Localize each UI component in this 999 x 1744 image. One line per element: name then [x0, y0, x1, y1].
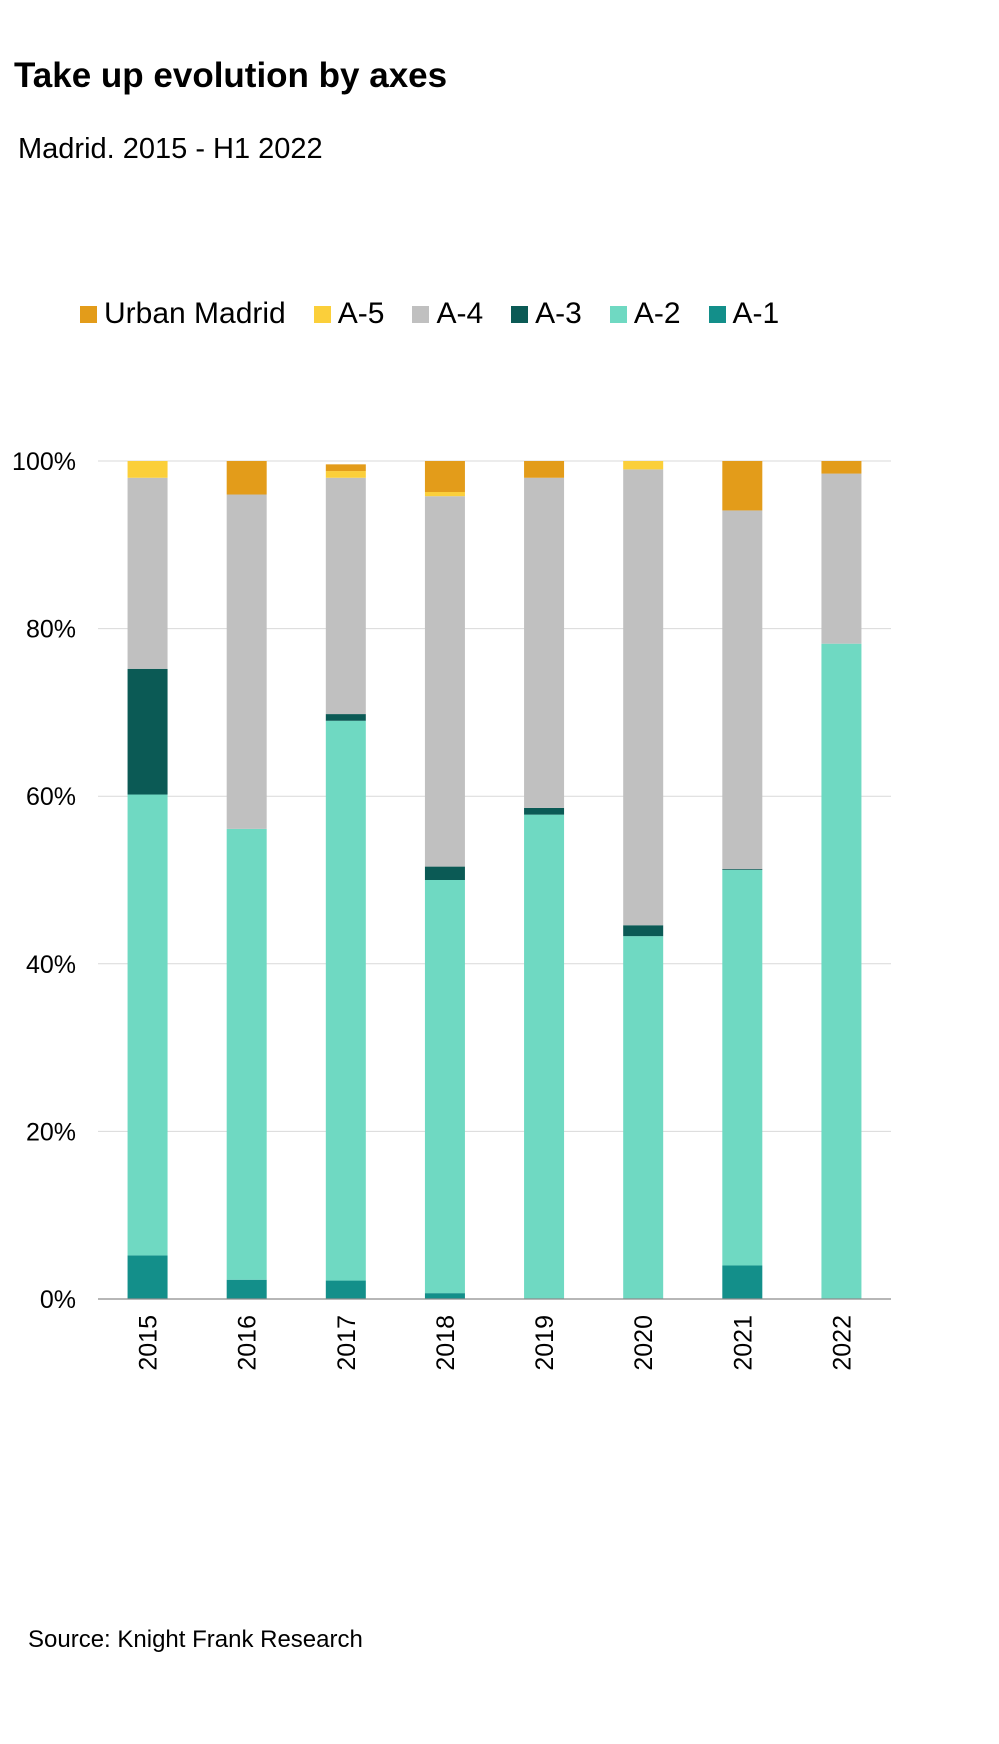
x-tick-label: 2022: [828, 1315, 856, 1371]
bar-segment-a-5: [623, 461, 664, 470]
bar-segment-a-2: [127, 794, 168, 1256]
chart-subtitle: Madrid. 2015 - H1 2022: [18, 133, 323, 165]
legend-label: A-3: [535, 297, 582, 330]
bar-segment-a-1: [226, 1279, 267, 1299]
bar-segment-a-1: [722, 1265, 763, 1299]
bar-segment-a-4: [424, 496, 465, 867]
stacked-bar-chart: 0% 20% 40% 60% 80% 100% 2015 2016 2017 2018 2019 20…: [12, 448, 891, 1371]
bar-segment-a-4: [127, 477, 168, 669]
bar-segment-a-2: [623, 936, 664, 1299]
x-tick-label: 2016: [234, 1315, 262, 1371]
x-tick-label: 2018: [432, 1315, 460, 1371]
bar-segment-urban-madrid: [424, 461, 465, 493]
bar-segment-a-4: [623, 469, 664, 926]
legend-swatch: [609, 305, 627, 323]
legend-label: A-1: [732, 297, 780, 330]
bar-segment-a-3: [127, 668, 168, 795]
bar-segment-urban-madrid: [821, 461, 862, 474]
legend-label: A-2: [633, 297, 681, 330]
bar-segment-urban-madrid: [524, 461, 565, 478]
chart-legend: Urban Madrid A-5 A-4 A-3 A-2 A-1: [80, 297, 807, 331]
bar-segment-a-2: [524, 814, 565, 1299]
legend-item-a-3: A-3: [511, 297, 582, 331]
bar-segment-a-4: [226, 494, 267, 829]
bar-segment-a-4: [722, 510, 763, 870]
legend-item-a-4: A-4: [412, 297, 483, 331]
bar-segment-a-3: [325, 714, 366, 721]
bar-segment-a-3: [524, 807, 565, 815]
legend-item-a-1: A-1: [708, 297, 780, 331]
bar-segment-a-4: [325, 477, 366, 715]
bar-segment-a-5: [127, 461, 168, 478]
bar-segment-a-1: [127, 1255, 168, 1299]
bar-segment-a-5: [325, 471, 366, 478]
legend-swatch: [313, 305, 331, 323]
y-tick-label: 20%: [26, 1118, 76, 1146]
legend-item-a-2: A-2: [609, 297, 681, 331]
bar-segment-a-3: [623, 925, 664, 937]
y-tick-label: 80%: [26, 616, 76, 644]
legend-item-a-5: A-5: [313, 297, 385, 331]
bar-segment-a-2: [325, 720, 366, 1281]
legend-swatch: [412, 305, 430, 323]
x-tick-label: 2017: [333, 1315, 361, 1371]
bar-segment-a-2: [722, 869, 763, 1266]
bar-segment-a-2: [821, 643, 862, 1299]
bar-segment-a-2: [226, 828, 267, 1280]
legend-swatch: [80, 305, 97, 323]
legend-label: Urban Madrid: [104, 297, 286, 330]
bar-segment-urban-madrid: [325, 464, 366, 472]
legend-swatch: [511, 305, 529, 323]
bar-segment-a-1: [325, 1280, 366, 1299]
y-tick-label: 60%: [26, 783, 76, 811]
y-tick-label: 40%: [26, 951, 76, 979]
chart-title: Take up evolution by axes: [14, 56, 448, 95]
legend-label: A-5: [337, 297, 385, 330]
bar-segment-a-3: [722, 869, 763, 870]
y-tick-label: 0%: [40, 1286, 76, 1314]
y-tick-label: 100%: [12, 448, 76, 476]
bar-segment-a-4: [821, 473, 862, 644]
x-tick-label: 2015: [135, 1315, 163, 1371]
legend-item-urban-madrid: Urban Madrid: [80, 297, 286, 331]
x-tick-label: 2021: [729, 1315, 757, 1371]
bar-segment-a-5: [424, 492, 465, 497]
chart-source: Source: Knight Frank Research: [28, 1626, 363, 1653]
bar-segment-urban-madrid: [722, 461, 763, 511]
bar-segment-urban-madrid: [226, 461, 267, 495]
legend-swatch: [708, 305, 726, 323]
bar-segment-a-1: [424, 1293, 465, 1299]
bar-segment-a-2: [424, 880, 465, 1294]
x-tick-label: 2019: [531, 1315, 559, 1371]
legend-label: A-4: [436, 297, 484, 330]
bar-segment-a-3: [424, 866, 465, 880]
bar-segment-a-4: [524, 477, 565, 808]
x-tick-label: 2020: [630, 1315, 658, 1371]
